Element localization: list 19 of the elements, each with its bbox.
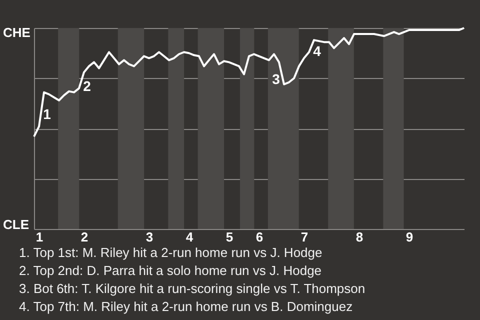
text: CLE [3,217,30,232]
x-tick-label: 6 [256,230,264,244]
annotation: 1 [43,106,52,122]
x-tick-label: 9 [406,230,414,244]
text: 1. Top 1st: M. Riley hit a 2-run home run vs J. Hodge [19,244,324,262]
annotation: 2 [83,78,92,94]
text: 3. Bot 6th: T. Kilgore hit a run-scoring single vs T. Thompson [19,280,366,298]
x-tick-label: 1 [36,230,44,244]
x-tick-label: 7 [300,230,308,244]
text: CHE [3,25,31,40]
text: 2. Top 2nd: D. Parra hit a solo home run vs J. Hodge [19,262,323,280]
x-tick-label: 3 [146,230,154,244]
x-tick-label: 4 [186,230,194,244]
x-tick-label: 5 [226,230,234,244]
x-tick-label: 2 [80,230,88,244]
x-tick-label: 8 [356,230,364,244]
annotation: 3 [272,71,280,87]
text: 4. Top 7th: M. Riley hit a 2-run home run vs B. Dominguez [19,298,354,316]
annotation: 4 [313,43,322,59]
